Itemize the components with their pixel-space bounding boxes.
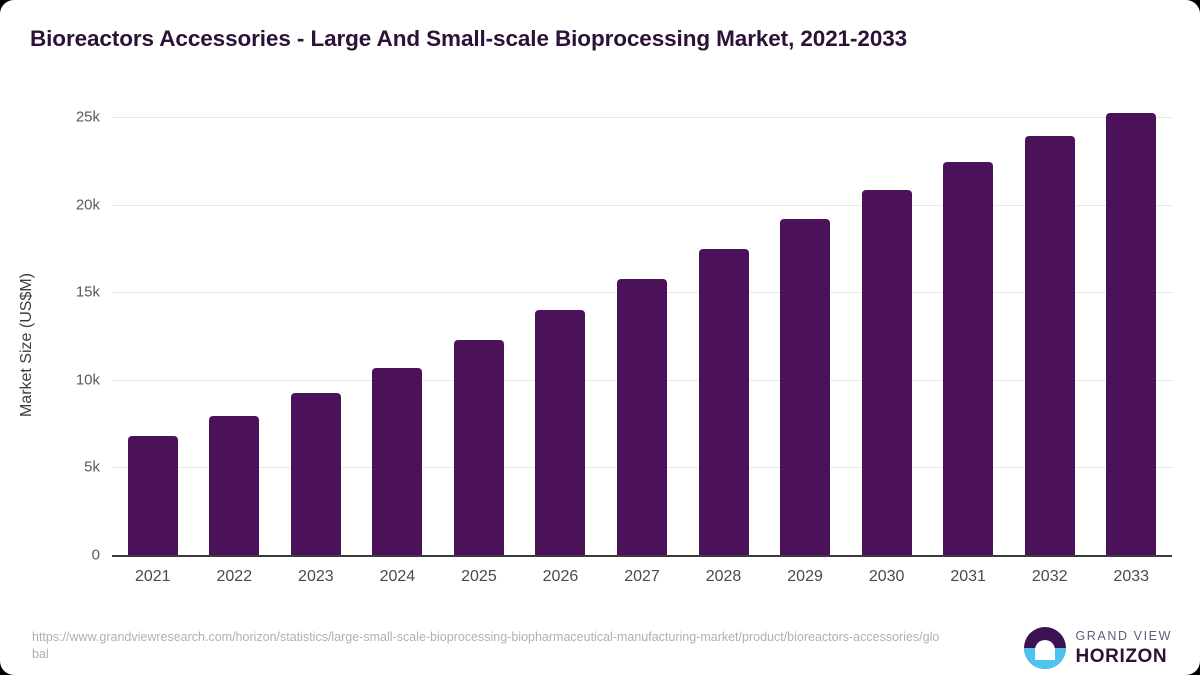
y-axis-title: Market Size (US$M) <box>18 272 35 418</box>
logo-line-lower <box>1039 656 1051 660</box>
gridline <box>112 117 1172 118</box>
y-axis-tick-label: 0 <box>91 546 100 564</box>
page-title: Bioreactors Accessories - Large And Smal… <box>30 26 908 51</box>
y-axis-tick-label: 5k <box>84 458 100 476</box>
x-axis-tick-label: 2031 <box>950 568 986 585</box>
bar-2021[interactable] <box>127 435 178 555</box>
bar-2024[interactable] <box>372 367 423 555</box>
x-axis-tick-label: 2029 <box>787 568 823 585</box>
x-axis-tick-label: 2022 <box>216 568 253 585</box>
bar-2027[interactable] <box>617 279 667 555</box>
logo-text-horizon: HORIZON <box>1075 645 1168 667</box>
grand-view-horizon-logo[interactable]: GRAND VIEW HORIZON <box>1024 627 1172 669</box>
x-axis-tick-label: 2026 <box>542 568 579 585</box>
y-axis-tick-label: 15k <box>75 283 100 301</box>
bar-2025[interactable] <box>453 340 504 555</box>
bar-2030[interactable] <box>861 189 912 555</box>
bar-2028[interactable] <box>698 249 749 555</box>
y-axis-tick-label: 25k <box>75 108 100 126</box>
x-axis-tick-label: 2032 <box>1031 568 1068 585</box>
bar-2023[interactable] <box>290 392 341 555</box>
horizon-circle-icon <box>1024 627 1067 669</box>
bar-2033[interactable] <box>1106 112 1157 555</box>
logo-line-upper <box>1036 652 1054 655</box>
x-axis-tick-label: 2023 <box>298 568 334 585</box>
bar-2022[interactable] <box>209 415 260 555</box>
x-axis-line <box>112 555 1172 557</box>
x-axis-tick-label: 2025 <box>461 568 497 585</box>
x-axis-tick-label: 2028 <box>705 568 742 585</box>
logo-wordmark: GRAND VIEW HORIZON <box>1075 630 1172 666</box>
source-url[interactable]: https://www.grandviewresearch.com/horizo… <box>32 630 940 661</box>
y-axis-tick-group: 0 5k 10k 15k 20k 25k <box>22 0 100 675</box>
bar-2031[interactable] <box>943 161 994 555</box>
bar-2032[interactable] <box>1024 136 1075 555</box>
y-axis-tick-label: 10k <box>75 371 100 389</box>
plot-area <box>112 112 1172 555</box>
y-axis-tick-label: 20k <box>75 196 100 214</box>
bar-2026[interactable] <box>535 310 586 555</box>
logo-text-grand-view: GRAND VIEW <box>1075 629 1172 644</box>
gridline <box>112 204 1172 206</box>
x-axis-tick-label: 2033 <box>1113 568 1150 585</box>
x-axis-tick-label: 2021 <box>134 568 171 585</box>
x-axis-tick-label: 2030 <box>868 568 905 585</box>
x-axis-tick-label: 2024 <box>379 568 416 585</box>
bar-2029[interactable] <box>780 218 831 555</box>
x-axis-tick-label: 2027 <box>624 568 660 585</box>
